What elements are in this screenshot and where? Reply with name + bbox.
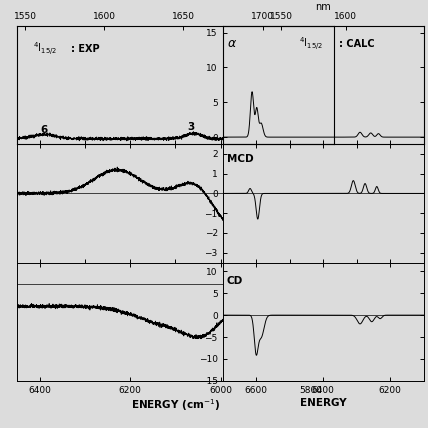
Text: 6: 6: [41, 125, 48, 135]
Text: : EXP: : EXP: [71, 44, 100, 54]
Text: $^4$I$_{15/2}$: $^4$I$_{15/2}$: [299, 35, 323, 52]
X-axis label: ENERGY: ENERGY: [300, 398, 346, 407]
X-axis label: nm: nm: [315, 3, 331, 12]
Text: 3: 3: [188, 122, 195, 132]
Text: MCD: MCD: [226, 154, 253, 164]
Text: $\alpha$: $\alpha$: [226, 37, 237, 50]
X-axis label: ENERGY (cm$^{-1}$): ENERGY (cm$^{-1}$): [131, 398, 220, 413]
Text: 2: 2: [281, 34, 288, 44]
Text: : CALC: : CALC: [339, 39, 375, 49]
Text: $^4$I$_{15/2}$: $^4$I$_{15/2}$: [33, 40, 57, 56]
Text: CD: CD: [226, 276, 243, 286]
